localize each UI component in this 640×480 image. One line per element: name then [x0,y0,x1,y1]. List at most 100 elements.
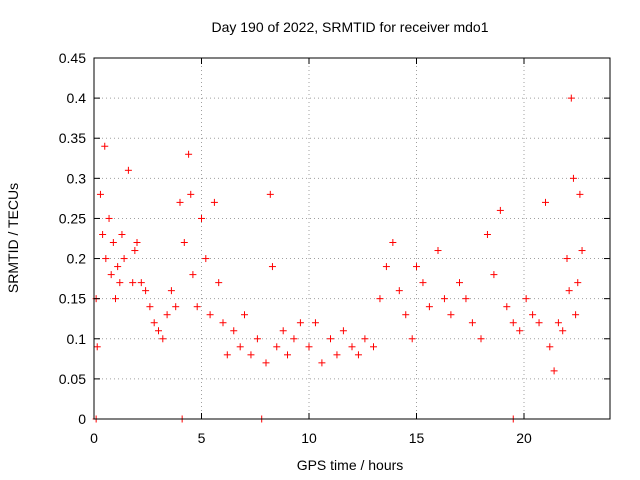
data-point [180,239,188,247]
data-point [496,206,504,214]
data-point [361,335,369,343]
data-point [370,343,377,351]
data-point [509,319,517,327]
data-point [223,351,231,359]
data-point [193,303,201,311]
data-point [483,230,491,238]
data-point [99,230,107,238]
data-point [327,335,334,343]
data-point [529,311,537,319]
x-tick-label: 20 [516,430,532,446]
data-point [155,327,162,335]
data-point [215,279,223,287]
grid-layer [94,58,610,419]
data-point [456,279,463,287]
data-point [107,271,115,279]
y-tick-label: 0.35 [59,130,86,146]
y-tick-label: 0.2 [67,251,87,267]
data-point [389,239,397,247]
x-tick-label: 0 [90,430,98,446]
x-tick-label: 15 [409,430,425,446]
data-point [402,311,410,319]
data-point [563,255,571,263]
data-point [425,303,433,311]
data-point [109,239,117,247]
data-point [447,311,455,319]
data-points [92,94,586,423]
data-point [554,319,562,327]
data-point [268,263,276,271]
data-point [118,230,126,238]
data-point [516,327,524,335]
data-point [114,263,122,271]
data-point [522,295,530,303]
data-point [567,94,575,102]
data-point [206,311,214,319]
data-point [124,166,132,174]
data-point [434,247,442,255]
data-point [382,263,390,271]
x-tick-label: 5 [198,430,206,446]
data-point [354,351,362,359]
y-axis-label: SRMTID / TECUs [5,183,21,293]
data-point [137,279,145,287]
data-point [129,279,137,287]
data-point [348,343,356,351]
data-point [503,303,511,311]
data-point [572,311,580,319]
data-point [96,190,104,198]
data-point [187,190,195,198]
data-point [189,271,197,279]
data-point [408,335,416,343]
data-point [468,319,476,327]
data-point [339,327,347,335]
data-point [210,198,218,206]
data-point [176,198,184,206]
data-point [236,343,244,351]
chart-title: Day 190 of 2022, SRMTID for receiver mdo… [211,19,488,35]
data-point [376,295,384,303]
data-point [311,319,319,327]
data-point [120,255,128,263]
y-tick-label: 0.3 [67,170,87,186]
data-point [550,367,558,375]
y-tick-label: 0.05 [59,371,86,387]
data-point [413,263,420,271]
data-point [273,343,281,351]
data-point [296,319,304,327]
data-point [535,319,543,327]
axis-ticks: 0 0.05 0.1 0.15 0.2 0.25 0.3 0.35 0.4 0.45 0 5 10 15 2… [59,50,610,446]
data-point [565,287,573,295]
data-point [440,295,448,303]
data-point [477,335,485,343]
data-point [116,279,124,287]
data-point [167,287,175,295]
data-point [247,351,255,359]
data-point [172,303,180,311]
x-axis-label: GPS time / hours [297,457,404,473]
data-point [318,359,326,367]
x-tick-label: 10 [301,430,317,446]
data-point [574,279,582,287]
data-point [163,311,171,319]
data-point [142,287,150,295]
data-point [102,255,110,263]
data-point [262,359,270,367]
data-point [101,142,109,150]
data-point [253,335,261,343]
plot-frame [93,57,611,420]
y-tick-label: 0.4 [67,90,87,106]
data-point [395,287,403,295]
data-point [131,247,139,255]
data-point [93,343,101,351]
data-point [333,351,341,359]
data-point [266,190,274,198]
y-tick-label: 0.45 [59,50,86,66]
data-point [198,214,205,222]
data-point [219,319,227,327]
y-tick-label: 0.1 [67,331,87,347]
data-point [112,295,119,303]
data-point [542,198,549,206]
